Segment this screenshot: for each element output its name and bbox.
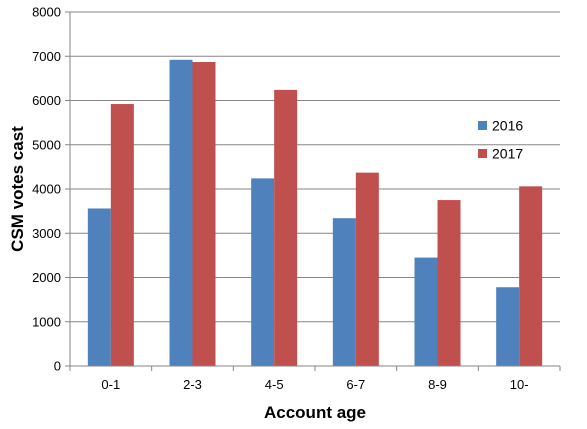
y-tick-labels: 0 1000 2000 3000 4000 5000 6000 7000 8000 — [32, 5, 61, 374]
x-tick-labels: 0-1 2-3 4-5 6-7 8-9 10- — [101, 377, 528, 392]
x-tick-label: 8-9 — [428, 377, 447, 392]
bar-2017-0-1 — [110, 104, 134, 366]
x-tick-label: 2-3 — [183, 377, 202, 392]
legend-swatch-2016 — [478, 121, 487, 130]
x-tick-label: 0-1 — [101, 377, 120, 392]
y-tick-label: 7000 — [32, 49, 61, 64]
y-tick-label: 2000 — [32, 270, 61, 285]
y-tick-label: 0 — [54, 359, 61, 374]
bar-2016-8-9 — [414, 257, 438, 366]
bars — [87, 59, 543, 366]
legend-swatch-2017 — [478, 149, 487, 158]
bar-2017-6-7 — [355, 172, 379, 366]
bar-2016-6-7 — [332, 218, 356, 366]
y-tick-label: 3000 — [32, 226, 61, 241]
axes — [65, 11, 561, 371]
legend-label-2016: 2016 — [492, 118, 523, 134]
y-axis-title: CSM votes cast — [8, 126, 27, 252]
bar-2016-0-1 — [87, 208, 111, 366]
x-tick-label: 4-5 — [265, 377, 284, 392]
y-tick-label: 8000 — [32, 5, 61, 20]
bar-2017-2-3 — [192, 62, 216, 366]
bar-2016-2-3 — [169, 59, 193, 366]
legend-label-2017: 2017 — [492, 146, 523, 162]
bar-2016-4-5 — [251, 178, 275, 366]
gridlines — [70, 11, 560, 323]
x-tick-label: 10- — [510, 377, 529, 392]
bar-2017-8-9 — [437, 200, 461, 366]
legend: 2016 2017 — [478, 118, 523, 162]
x-axis-title: Account age — [264, 403, 366, 422]
y-tick-label: 6000 — [32, 93, 61, 108]
bar-2016-10- — [496, 287, 520, 366]
x-tick-label: 6-7 — [346, 377, 365, 392]
bar-2017-4-5 — [274, 89, 298, 366]
bar-2017-10- — [519, 186, 543, 366]
y-tick-label: 4000 — [32, 182, 61, 197]
y-tick-label: 1000 — [32, 314, 61, 329]
y-tick-label: 5000 — [32, 137, 61, 152]
